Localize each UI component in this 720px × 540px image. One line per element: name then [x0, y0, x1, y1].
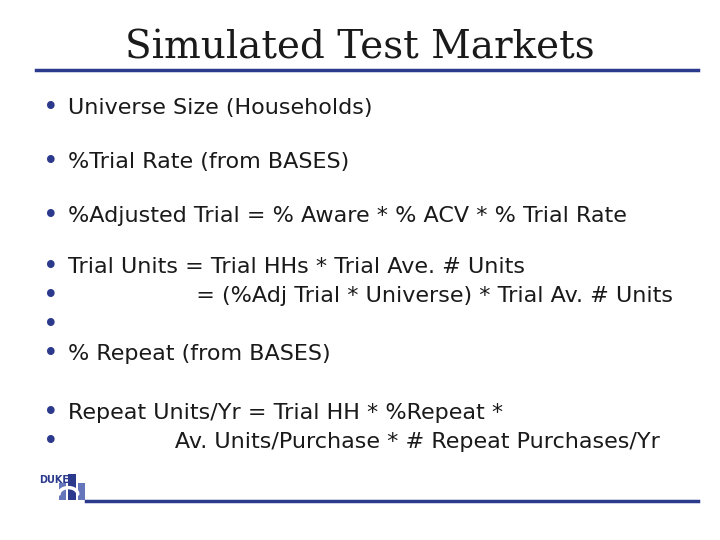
Text: Repeat Units/Yr = Trial HH * %Repeat *: Repeat Units/Yr = Trial HH * %Repeat *	[68, 403, 503, 423]
Text: •: •	[42, 283, 58, 309]
Text: % Repeat (from BASES): % Repeat (from BASES)	[68, 343, 331, 364]
Text: •: •	[42, 341, 58, 367]
Text: Universe Size (Households): Universe Size (Households)	[68, 98, 373, 118]
Text: %Adjusted Trial = % Aware * % ACV * % Trial Rate: %Adjusted Trial = % Aware * % ACV * % Tr…	[68, 206, 627, 226]
Text: •: •	[42, 203, 58, 229]
Text: •: •	[42, 429, 58, 455]
Text: Simulated Test Markets: Simulated Test Markets	[125, 30, 595, 67]
Text: •: •	[42, 312, 58, 338]
FancyBboxPatch shape	[78, 483, 85, 500]
FancyBboxPatch shape	[59, 483, 66, 500]
Text: •: •	[42, 95, 58, 121]
Text: •: •	[42, 254, 58, 280]
Text: %Trial Rate (from BASES): %Trial Rate (from BASES)	[68, 152, 350, 172]
FancyBboxPatch shape	[68, 474, 76, 500]
Text: Av. Units/Purchase * # Repeat Purchases/Yr: Av. Units/Purchase * # Repeat Purchases/…	[68, 431, 660, 452]
Text: •: •	[42, 149, 58, 175]
Text: DUKE: DUKE	[40, 475, 70, 485]
Text: •: •	[42, 400, 58, 426]
Text: Trial Units = Trial HHs * Trial Ave. # Units: Trial Units = Trial HHs * Trial Ave. # U…	[68, 257, 526, 278]
Text: = (%Adj Trial * Universe) * Trial Av. # Units: = (%Adj Trial * Universe) * Trial Av. # …	[68, 286, 673, 306]
